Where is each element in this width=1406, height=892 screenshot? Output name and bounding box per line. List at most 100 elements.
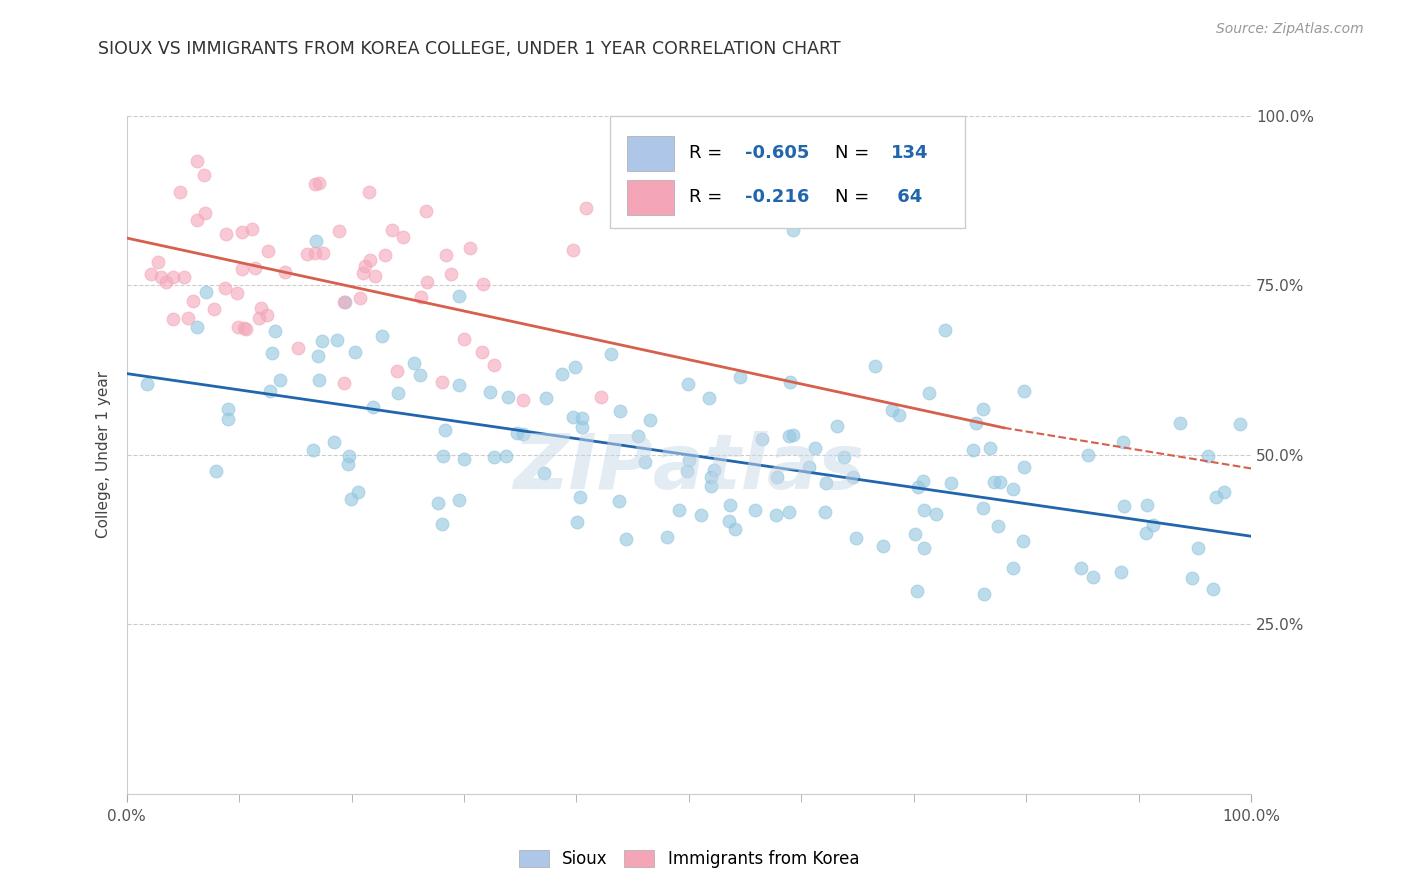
Point [176, 310, 198, 325]
Point [304, 178, 326, 192]
Point [782, 428, 804, 442]
Point [803, 441, 825, 455]
Point [250, 301, 273, 315]
Point [482, 450, 505, 464]
Text: 134: 134 [891, 145, 929, 162]
Text: N =: N = [835, 188, 875, 206]
Point [832, 450, 855, 465]
Point [614, 532, 637, 546]
Point [700, 470, 723, 484]
Point [312, 245, 335, 260]
Point [169, 185, 191, 199]
Point [139, 268, 162, 282]
Point [274, 265, 297, 279]
Point [308, 373, 330, 387]
Point [724, 523, 747, 537]
Point [718, 514, 741, 528]
Point [231, 261, 253, 276]
Point [972, 401, 994, 416]
Point [233, 321, 256, 335]
Point [415, 275, 437, 289]
Point [533, 467, 555, 481]
Point [676, 377, 699, 392]
Point [307, 350, 329, 364]
Point [972, 500, 994, 515]
Point [565, 515, 588, 529]
FancyBboxPatch shape [610, 116, 965, 227]
Point [385, 363, 408, 377]
Point [471, 344, 494, 359]
Point [571, 419, 593, 434]
Point [302, 442, 325, 457]
Point [1070, 561, 1092, 575]
FancyBboxPatch shape [627, 179, 675, 215]
Text: N =: N = [835, 145, 875, 162]
Point [225, 285, 247, 300]
Text: -0.605: -0.605 [745, 145, 810, 162]
Point [863, 359, 886, 373]
Point [1011, 533, 1033, 548]
Point [1012, 459, 1035, 474]
Point [308, 177, 330, 191]
Point [844, 531, 866, 545]
Text: -0.216: -0.216 [745, 188, 810, 206]
Point [1202, 582, 1225, 596]
Point [925, 508, 948, 522]
Point [569, 490, 592, 504]
Point [766, 470, 789, 484]
Point [186, 154, 208, 169]
Point [907, 583, 929, 598]
Point [627, 429, 650, 443]
Point [536, 391, 558, 405]
Point [264, 324, 287, 338]
Point [1109, 566, 1132, 580]
Point [495, 449, 517, 463]
Point [305, 234, 328, 248]
Point [364, 269, 387, 284]
Point [872, 539, 894, 553]
Point [259, 384, 281, 398]
Point [965, 416, 987, 430]
Point [700, 479, 723, 493]
Point [304, 246, 326, 260]
Point [561, 243, 583, 257]
Point [983, 475, 1005, 489]
Point [430, 517, 453, 532]
Point [353, 259, 375, 273]
Point [392, 229, 415, 244]
Point [1229, 417, 1251, 432]
Point [1142, 517, 1164, 532]
Point [765, 508, 787, 522]
Point [728, 369, 751, 384]
Point [186, 213, 208, 227]
Point [337, 449, 360, 463]
Point [256, 308, 278, 322]
Point [561, 409, 583, 424]
Point [574, 201, 596, 215]
Point [778, 505, 800, 519]
Point [346, 484, 368, 499]
Text: ZIP​atlas: ZIP​atlas [513, 432, 865, 506]
Point [979, 442, 1001, 456]
Point [181, 294, 204, 309]
Point [381, 223, 404, 237]
Point [135, 377, 157, 392]
Point [676, 464, 699, 478]
Point [343, 345, 366, 359]
Point [311, 334, 333, 348]
Point [564, 360, 586, 375]
Point [173, 269, 195, 284]
Point [973, 587, 995, 601]
Point [934, 323, 956, 337]
Point [162, 270, 184, 285]
Point [162, 311, 184, 326]
Point [440, 268, 463, 282]
Point [512, 427, 534, 442]
Point [256, 244, 278, 258]
Point [609, 403, 631, 417]
Point [202, 301, 225, 316]
Point [479, 384, 502, 399]
Point [1181, 571, 1204, 585]
Point [1112, 499, 1135, 513]
Point [1205, 490, 1227, 504]
